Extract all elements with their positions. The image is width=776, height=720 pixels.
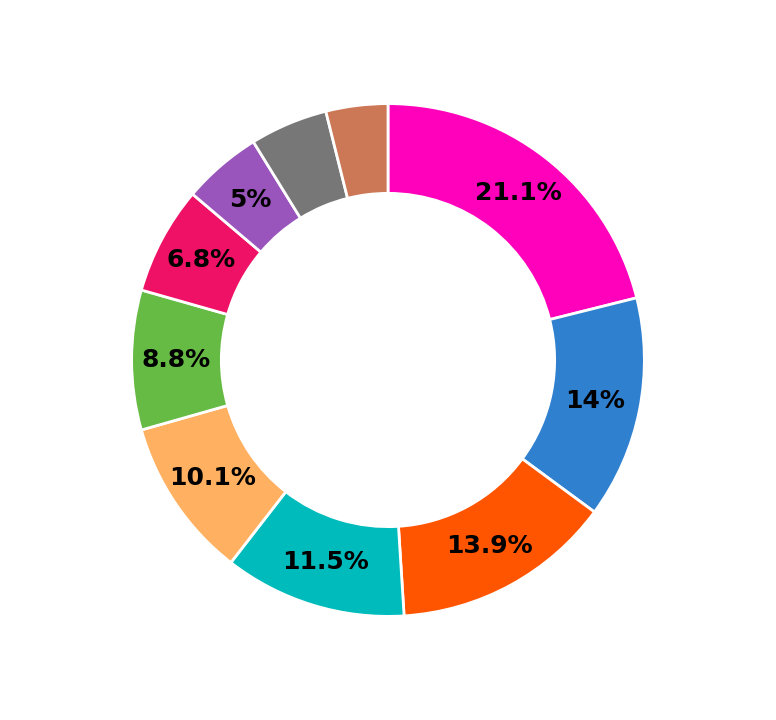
Wedge shape [522,298,644,512]
Wedge shape [253,112,348,218]
Text: 13.9%: 13.9% [446,534,532,558]
Wedge shape [326,104,388,198]
Wedge shape [141,194,261,315]
Wedge shape [132,290,227,430]
Text: 6.8%: 6.8% [167,248,236,272]
Text: 11.5%: 11.5% [282,550,369,574]
Text: 8.8%: 8.8% [142,348,211,372]
Text: 5%: 5% [229,188,272,212]
Wedge shape [192,142,300,252]
Text: 14%: 14% [566,389,625,413]
Wedge shape [141,405,286,562]
Wedge shape [231,492,404,616]
Text: 21.1%: 21.1% [475,181,562,205]
Wedge shape [398,459,594,616]
Wedge shape [388,104,637,320]
Text: 10.1%: 10.1% [169,467,256,490]
